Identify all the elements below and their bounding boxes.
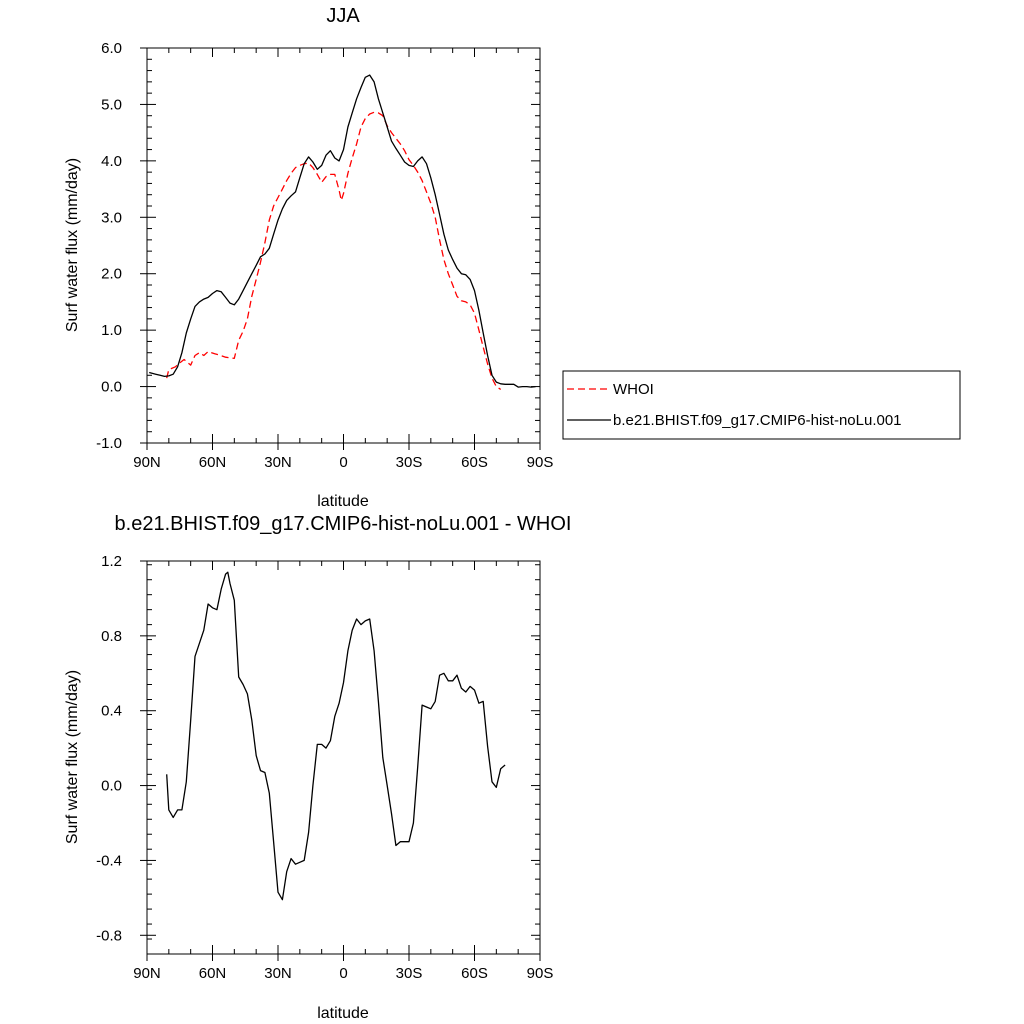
x-tick-label: 90S xyxy=(527,454,554,471)
y-tick-label: -1.0 xyxy=(96,435,122,452)
x-tick-label: 90N xyxy=(133,454,161,471)
series-line-whoi xyxy=(166,111,502,390)
y-tick-label: 3.0 xyxy=(101,209,122,226)
top-panel: JJA 90N 60N 30N 0 30S 60S 90S -1.0 0.0 1.0 2.0 3.0 4… xyxy=(64,5,961,510)
x-axis-label-top: latitude xyxy=(317,493,369,510)
y-tick-label: 5.0 xyxy=(101,96,122,113)
x-tick-label: 60N xyxy=(199,965,227,982)
x-tick-label: 30S xyxy=(396,965,423,982)
series-line-b-e21-bhist-f09-g17-cmip6-hist-nolu-001 xyxy=(149,74,536,388)
y-tick-label: -0.8 xyxy=(96,927,122,944)
y-axis-label-bottom: Surf water flux (mm/day) xyxy=(64,670,81,844)
legend-box xyxy=(562,370,961,440)
x-tick-label: 60S xyxy=(461,965,488,982)
y-tick-label: 0.0 xyxy=(101,379,122,396)
y-tick-label: 2.0 xyxy=(101,266,122,283)
y-tick-label: 1.2 xyxy=(101,553,122,570)
x-tick-label: 90N xyxy=(133,965,161,982)
plot-frame-top xyxy=(146,47,541,444)
x-tick-label: 0 xyxy=(339,965,347,982)
x-tick-label: 60S xyxy=(461,454,488,471)
x-tick-label: 30N xyxy=(264,965,292,982)
y-tick-label: 0.8 xyxy=(101,628,122,645)
y-axis-label-top: Surf water flux (mm/day) xyxy=(64,158,81,332)
x-tick-label: 0 xyxy=(339,454,347,471)
y-tick-label: -0.4 xyxy=(96,852,122,869)
bottom-panel: b.e21.BHIST.f09_g17.CMIP6-hist-noLu.001 … xyxy=(64,513,571,1022)
legend-label-model: b.e21.BHIST.f09_g17.CMIP6-hist-noLu.001 xyxy=(613,412,902,429)
y-tick-label: 6.0 xyxy=(101,40,122,57)
x-tick-label: 30S xyxy=(396,454,423,471)
legend: WHOI b.e21.BHIST.f09_g17.CMIP6-hist-noLu… xyxy=(562,370,961,440)
x-tick-label: 30N xyxy=(264,454,292,471)
y-tick-label: 0.0 xyxy=(101,778,122,795)
y-tick-label: 1.0 xyxy=(101,322,122,339)
x-tick-label: 60N xyxy=(199,454,227,471)
chart-title-difference: b.e21.BHIST.f09_g17.CMIP6-hist-noLu.001 … xyxy=(115,513,572,535)
chart-title-jja: JJA xyxy=(326,5,360,27)
y-tick-label: 0.4 xyxy=(101,703,122,720)
y-tick-label: 4.0 xyxy=(101,153,122,170)
x-axis-label-bottom: latitude xyxy=(317,1005,369,1022)
series-line-difference xyxy=(166,571,506,901)
legend-label-whoi: WHOI xyxy=(613,381,654,398)
x-tick-label: 90S xyxy=(527,965,554,982)
